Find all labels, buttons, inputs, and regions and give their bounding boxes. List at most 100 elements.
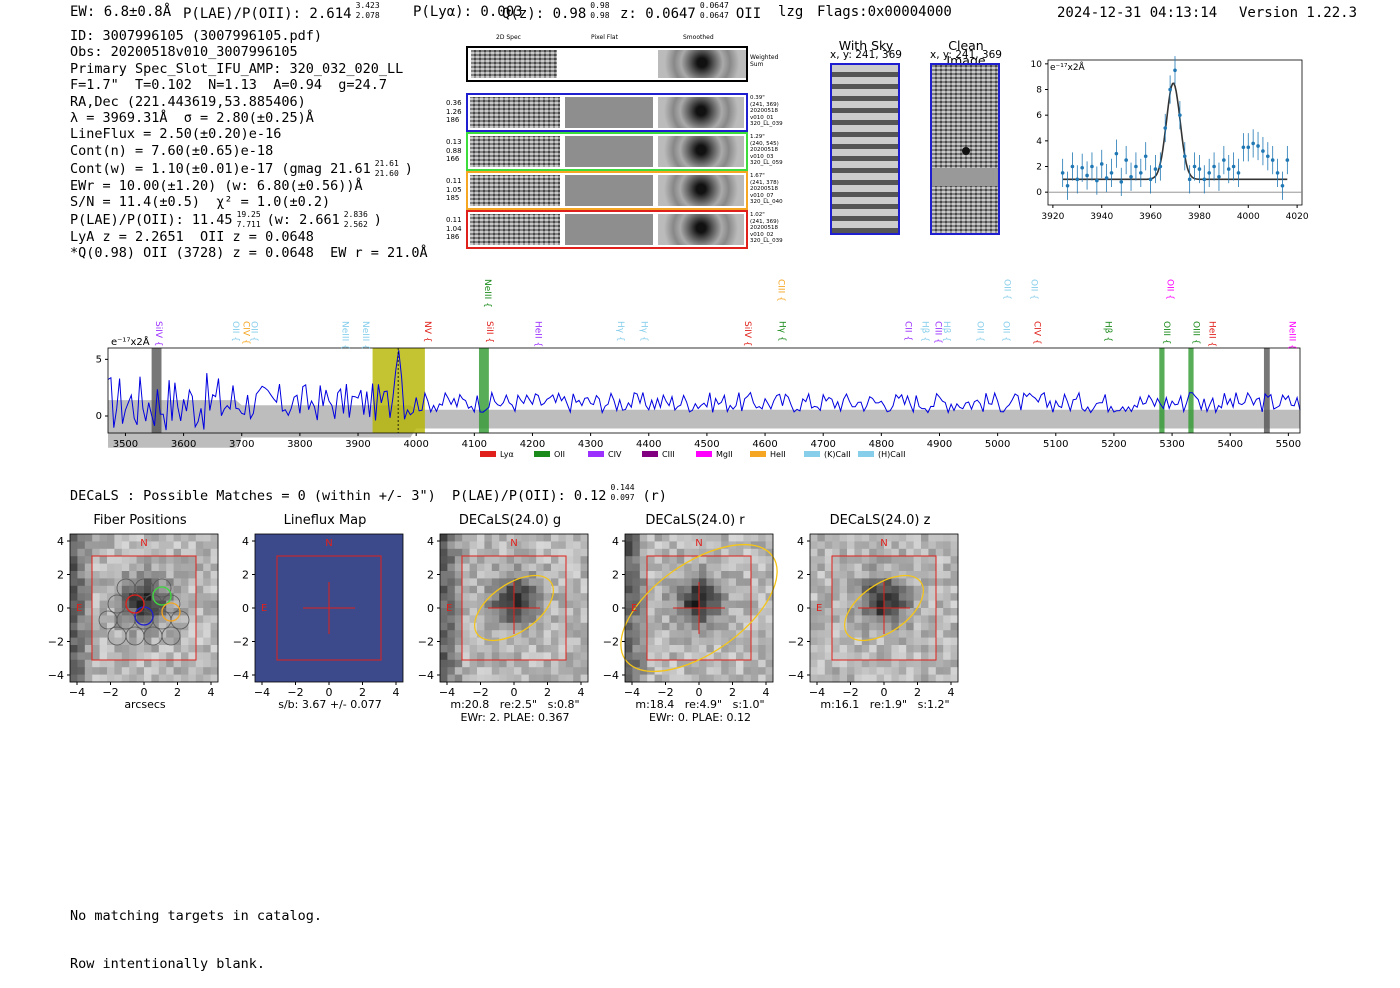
cutout-pixel <box>521 548 530 557</box>
spectrum-line-id: NV { <box>422 321 432 342</box>
cutout-pixel <box>70 674 78 683</box>
cutout-pixel <box>454 534 463 542</box>
cutout-pixel <box>551 645 559 653</box>
cutout-pixel <box>928 630 937 638</box>
cutout-pixel <box>898 637 907 646</box>
cutout-pixel <box>750 548 759 557</box>
cutout-pixel <box>632 541 641 550</box>
cutout-pixel <box>832 600 840 609</box>
cutout-pixel <box>839 578 848 587</box>
cutout-pixel <box>528 615 537 624</box>
cutout-pixel <box>750 563 759 572</box>
cutout-pixel <box>943 630 951 638</box>
cutout-pixel <box>77 556 86 564</box>
cutout-pixel <box>810 563 818 572</box>
cutout-pixel <box>884 615 892 624</box>
cutout-pixel <box>669 593 678 601</box>
cutout-pixel <box>565 563 574 572</box>
cutout-pixel <box>625 556 633 564</box>
cutout-pixel <box>558 556 567 564</box>
info-cont-w-lo: 21.60 <box>374 169 399 179</box>
zoom-data-point <box>1280 183 1285 188</box>
header-version: Version 1.22.3 <box>1239 5 1358 21</box>
compass-north: N <box>880 538 887 549</box>
cutout-pixel <box>99 541 108 550</box>
cutout-pixel <box>528 548 537 557</box>
cutout-pixel <box>92 674 100 683</box>
cutout-pixel <box>684 563 692 572</box>
footer-line-2: Row intentionally blank. <box>70 956 266 972</box>
cutout-pixel <box>84 548 93 557</box>
cutout-pixel <box>484 593 493 601</box>
cutout-pixel <box>121 578 130 587</box>
aperture-box <box>831 555 937 661</box>
cutout-pixel <box>854 637 863 646</box>
spectrum-line-id: HeII { <box>532 321 542 347</box>
cutout-pixel <box>514 534 522 542</box>
spectrum-shaded-region <box>1263 348 1270 433</box>
cutout-pixel <box>558 578 567 587</box>
cutout-pixel <box>506 637 515 646</box>
cutout-pixel <box>558 563 567 572</box>
zoom-data-point <box>1104 176 1109 180</box>
cutout-pixel <box>499 622 507 631</box>
cutout-pixel <box>580 674 589 683</box>
cutout-pixel <box>114 637 123 646</box>
cutout-pixel <box>84 659 93 668</box>
cutout-pixel <box>736 593 744 601</box>
cutout-pixel <box>884 645 892 653</box>
zoom-data-point <box>1080 165 1084 170</box>
cutout-pixel <box>114 600 123 609</box>
cutout-pixel <box>884 571 892 579</box>
cutout-pixel <box>935 600 944 609</box>
cutout-pixel <box>669 667 678 675</box>
zoom-xtick-label: 4000 <box>1237 212 1260 222</box>
cutout-pixel <box>928 548 937 557</box>
cutout-pixel <box>129 593 137 601</box>
cutout-pixel <box>728 637 737 646</box>
cutout-pixel <box>210 593 219 601</box>
cutout-pixel <box>210 608 219 616</box>
cutout-pixel <box>181 645 189 653</box>
cutout-pixel <box>121 645 130 653</box>
cutout-pixel <box>662 548 670 557</box>
cutout-pixel <box>639 659 648 668</box>
cutout-pixel <box>736 585 744 594</box>
cutout-pixel <box>92 585 100 594</box>
cutout-pixel <box>743 630 752 638</box>
spectrum-xtick-label: 4400 <box>636 439 661 450</box>
cutout-pixel <box>477 630 485 638</box>
cutout-pixel <box>662 556 670 564</box>
cutout-pixel <box>935 556 944 564</box>
cutout-pixel <box>77 659 86 668</box>
cutout-pixel <box>861 652 870 661</box>
cutout-pixel <box>684 556 692 564</box>
cutout-pixel <box>203 630 211 638</box>
cutout-pixel <box>758 637 766 646</box>
cutout-pixel <box>84 571 93 579</box>
cutout-pixel <box>521 622 530 631</box>
cutout-pixel <box>639 652 648 661</box>
cutout-pixel <box>491 578 500 587</box>
info-plae-hi: 19.25 <box>236 210 261 220</box>
cutout-pixel <box>521 615 530 624</box>
cutout-pixel <box>876 652 885 661</box>
decals-xtick-label: 2 <box>544 686 551 699</box>
cutout-pixel <box>77 637 86 646</box>
cutout-pixel <box>491 652 500 661</box>
cutout-pixel <box>639 622 648 631</box>
cutout-pixel <box>736 667 744 675</box>
cutout-pixel <box>699 548 707 557</box>
decals-ytick-label: −2 <box>418 636 434 649</box>
cutout-pixel <box>632 548 641 557</box>
spectrum-xtick-label: 4200 <box>520 439 545 450</box>
cutout-pixel <box>765 615 774 624</box>
legend-label: CIV <box>608 450 622 459</box>
cutout-pixel <box>107 600 115 609</box>
zoom-data-point <box>1261 149 1265 153</box>
cutout-pixel <box>440 615 448 624</box>
cutout-pixel <box>721 667 729 675</box>
cutout-pixel <box>121 608 130 616</box>
